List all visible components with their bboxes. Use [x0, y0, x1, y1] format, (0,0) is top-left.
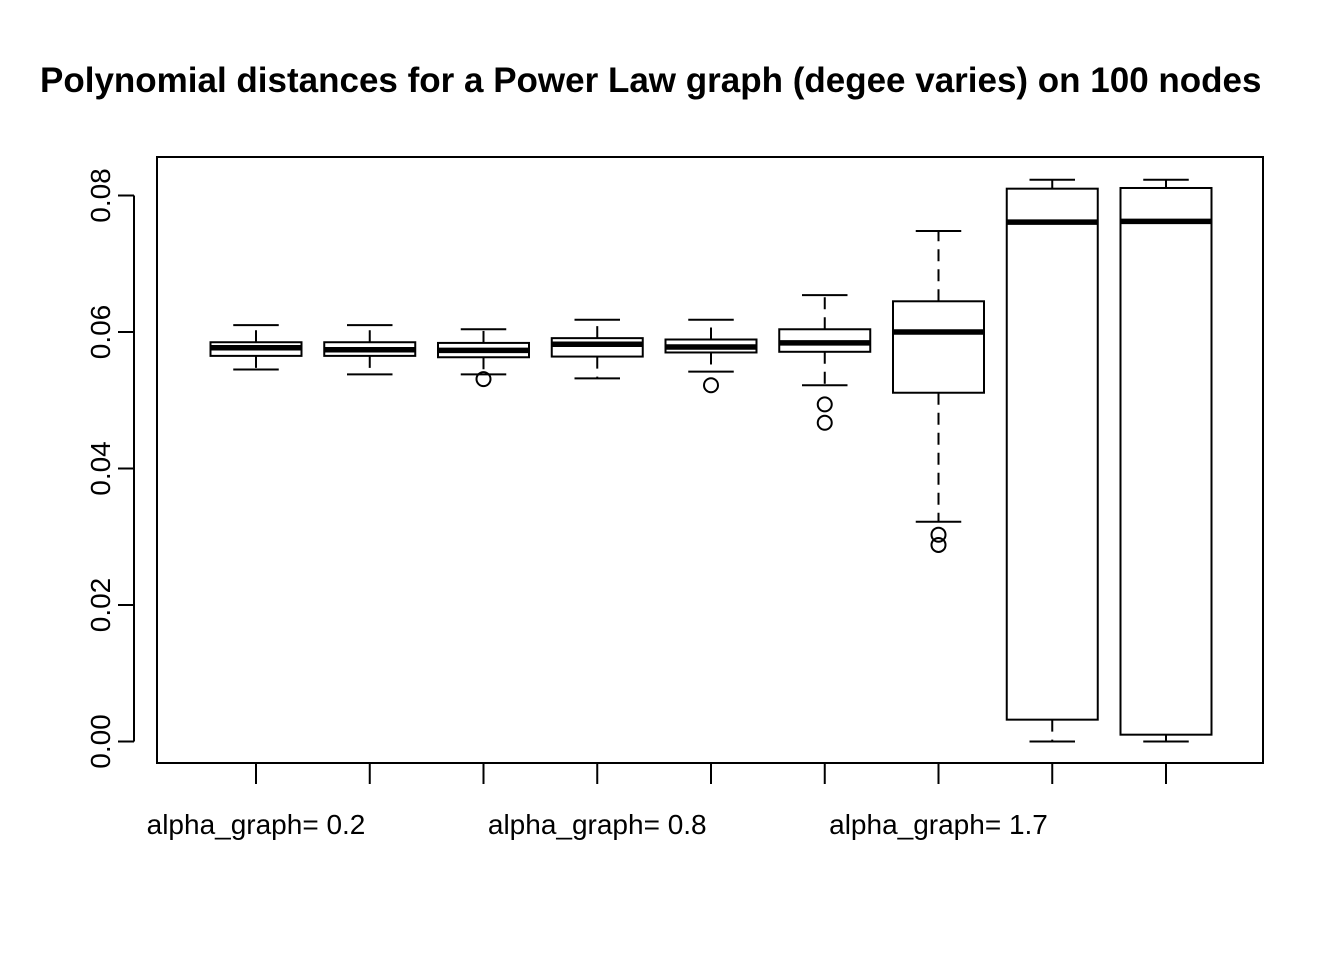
y-tick-label: 0.06	[85, 305, 116, 360]
outlier-point	[816, 396, 833, 413]
iqr-box	[550, 337, 644, 358]
chart-title: Polynomial distances for a Power Law gra…	[40, 61, 1261, 100]
boxes-group	[209, 178, 1213, 743]
outlier-point	[475, 371, 492, 388]
iqr-box	[1005, 187, 1099, 721]
y-tick-label: 0.00	[85, 714, 116, 769]
box-5	[664, 318, 758, 394]
box-4	[550, 318, 644, 380]
y-tick-label: 0.08	[85, 168, 116, 223]
box-8	[1005, 178, 1099, 743]
box-3	[437, 328, 530, 388]
x-tick-label: alpha_graph= 0.8	[488, 809, 707, 840]
box-1	[209, 324, 303, 371]
iqr-box	[1119, 186, 1213, 736]
x-tick-label: alpha_graph= 0.2	[147, 809, 366, 840]
x-axis: alpha_graph= 0.2 alpha_graph= 0.8 alpha_gr…	[147, 762, 1167, 840]
iqr-box	[892, 300, 985, 394]
box-7	[892, 229, 985, 553]
y-tick-label: 0.02	[85, 578, 116, 633]
box-9	[1119, 178, 1213, 743]
box-2	[323, 324, 417, 376]
outlier-point	[816, 414, 833, 431]
outlier-point	[930, 526, 947, 543]
x-tick-label: alpha_graph= 1.7	[829, 809, 1048, 840]
box-6	[778, 294, 872, 431]
y-tick-label: 0.04	[85, 441, 116, 496]
y-axis: 0.00 0.02 0.04 0.06 0.08	[85, 168, 135, 769]
outlier-point	[930, 536, 947, 553]
outlier-point	[703, 377, 719, 394]
